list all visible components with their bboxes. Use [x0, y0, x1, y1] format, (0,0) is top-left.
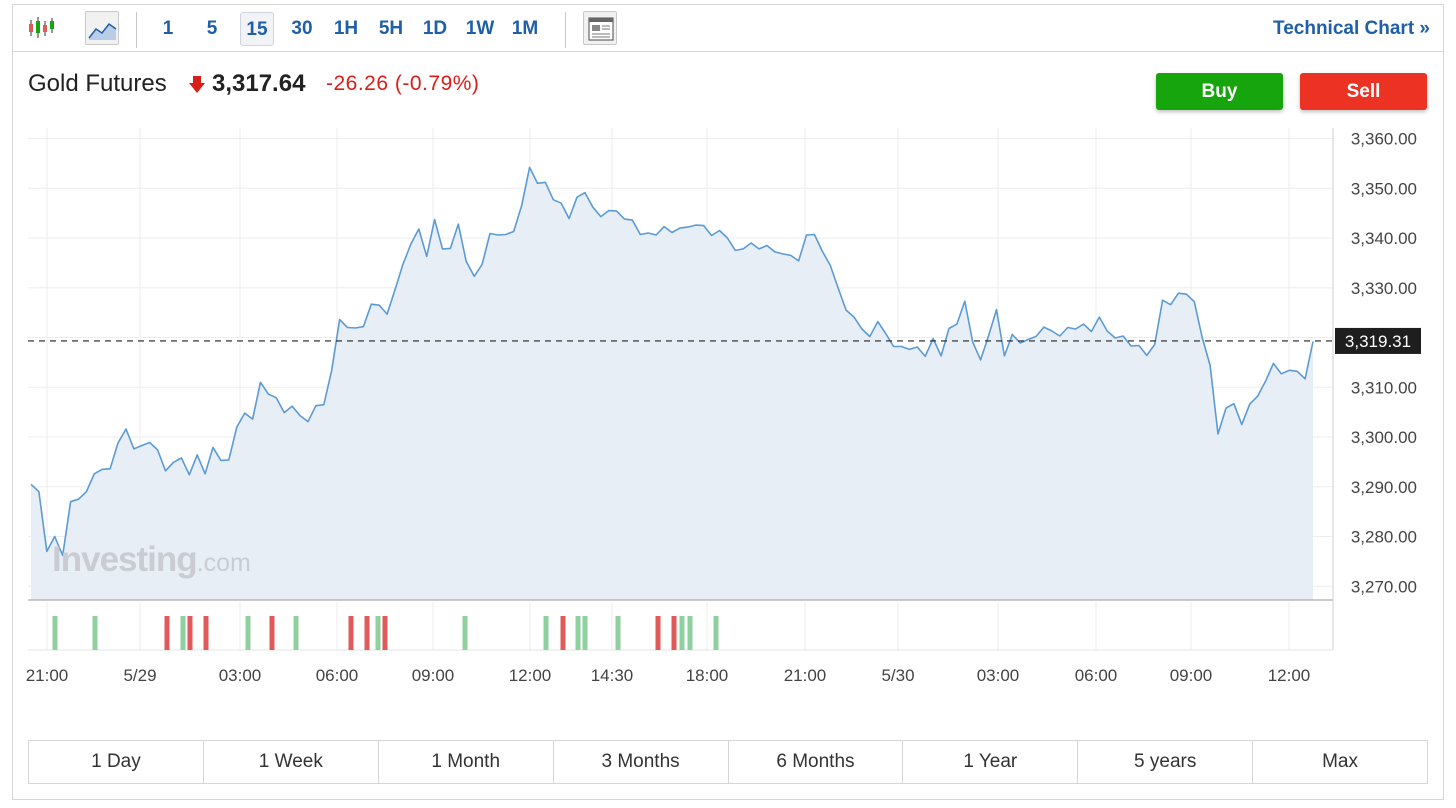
interval-1[interactable]: 1	[162, 18, 174, 39]
x-tick-label: 18:00	[686, 666, 729, 685]
volume-bar	[655, 616, 661, 650]
down-arrow-icon	[189, 76, 205, 93]
interval-30[interactable]: 30	[291, 18, 313, 39]
range-3-months[interactable]: 3 Months	[554, 741, 729, 783]
price-line	[30, 166, 1314, 557]
current-price-tag	[1335, 327, 1421, 354]
interval-1w[interactable]: 1W	[465, 18, 495, 39]
x-tick-label: 03:00	[219, 666, 262, 685]
sell-button[interactable]: Sell	[1300, 73, 1427, 110]
volume-bar	[245, 616, 251, 650]
interval-1d[interactable]: 1D	[422, 18, 448, 39]
y-tick-label: 3,360.00	[1351, 130, 1417, 149]
y-tick-label: 3,340.00	[1351, 229, 1417, 248]
volume-bar	[671, 616, 677, 650]
buy-button[interactable]: Buy	[1156, 73, 1283, 110]
y-tick-label: 3,300.00	[1351, 428, 1417, 447]
area-chart-icon[interactable]	[85, 11, 119, 45]
volume-bar	[560, 616, 566, 650]
x-tick-label: 09:00	[412, 666, 455, 685]
volume-bar	[575, 616, 581, 650]
volume-bar	[713, 616, 719, 650]
news-layout-icon[interactable]	[583, 11, 617, 45]
volume-bar	[679, 616, 685, 650]
volume-bar	[364, 616, 370, 650]
change-value: -26.26	[326, 72, 389, 95]
range-1-year[interactable]: 1 Year	[903, 741, 1079, 783]
y-tick-label: 3,330.00	[1351, 279, 1417, 298]
interval-5h[interactable]: 5H	[378, 18, 404, 39]
y-tick-label: 3,270.00	[1351, 577, 1417, 596]
volume-bar	[293, 616, 299, 650]
volume-bar	[582, 616, 588, 650]
volume-bar	[164, 616, 170, 650]
time-range-selector: 1 Day 1 Week 1 Month 3 Months 6 Months 1…	[28, 740, 1428, 784]
volume-bar	[375, 616, 381, 650]
volume-bar	[615, 616, 621, 650]
price-area-fill	[31, 167, 1313, 600]
x-tick-label: 12:00	[509, 666, 552, 685]
x-tick-label: 21:00	[784, 666, 827, 685]
volume-bar	[52, 616, 58, 650]
interval-1h[interactable]: 1H	[333, 18, 359, 39]
x-tick-label: 21:00	[26, 666, 69, 685]
volume-bar	[180, 616, 186, 650]
volume-bar	[203, 616, 209, 650]
current-price-label: 3,319.31	[1345, 332, 1411, 351]
x-tick-label: 12:00	[1268, 666, 1311, 685]
toolbar-divider	[565, 12, 566, 48]
x-tick-label: 5/30	[881, 666, 914, 685]
volume-bar	[543, 616, 549, 650]
last-price: 3,317.64	[212, 70, 306, 97]
candlestick-icon[interactable]	[26, 11, 60, 45]
volume-bar	[269, 616, 275, 650]
volume-bar	[92, 616, 98, 650]
price-change: -26.26 (-0.79%)	[326, 72, 479, 96]
change-percent: (-0.79%)	[394, 72, 480, 95]
investing-watermark: Investing.com	[52, 540, 251, 580]
toolbar-divider	[136, 12, 137, 48]
watermark-brand: Investing	[52, 540, 198, 579]
instrument-name: Gold Futures	[28, 70, 167, 97]
volume-bar	[687, 616, 693, 650]
range-max[interactable]: Max	[1322, 751, 1359, 772]
range-1-month[interactable]: 1 Month	[379, 741, 554, 783]
x-tick-label: 06:00	[316, 666, 359, 685]
range-1-week[interactable]: 1 Week	[204, 741, 379, 783]
watermark-suffix: .com	[196, 549, 251, 577]
chart-widget-frame	[12, 4, 1444, 800]
y-tick-label: 3,310.00	[1351, 378, 1417, 397]
y-tick-label: 3,350.00	[1351, 179, 1417, 198]
x-tick-label: 14:30	[591, 666, 634, 685]
interval-15[interactable]: 15	[240, 12, 274, 46]
volume-bar	[187, 616, 193, 650]
y-tick-label: 3,290.00	[1351, 478, 1417, 497]
technical-chart-link[interactable]: Technical Chart »	[1273, 18, 1430, 39]
x-tick-label: 5/29	[123, 666, 156, 685]
chart-toolbar: 1 5 15 30 1H 5H 1D 1W 1M Technical Chart…	[12, 4, 1444, 52]
range-1-day[interactable]: 1 Day	[29, 741, 204, 783]
range-6-months[interactable]: 6 Months	[729, 741, 904, 783]
interval-1m[interactable]: 1M	[511, 18, 539, 39]
x-tick-label: 06:00	[1075, 666, 1118, 685]
volume-bar	[348, 616, 354, 650]
x-tick-label: 09:00	[1170, 666, 1213, 685]
interval-5[interactable]: 5	[206, 18, 218, 39]
volume-bar	[462, 616, 468, 650]
volume-bar	[382, 616, 388, 650]
y-tick-label: 3,280.00	[1351, 528, 1417, 547]
x-tick-label: 03:00	[977, 666, 1020, 685]
range-5-years[interactable]: 5 years	[1078, 741, 1254, 783]
